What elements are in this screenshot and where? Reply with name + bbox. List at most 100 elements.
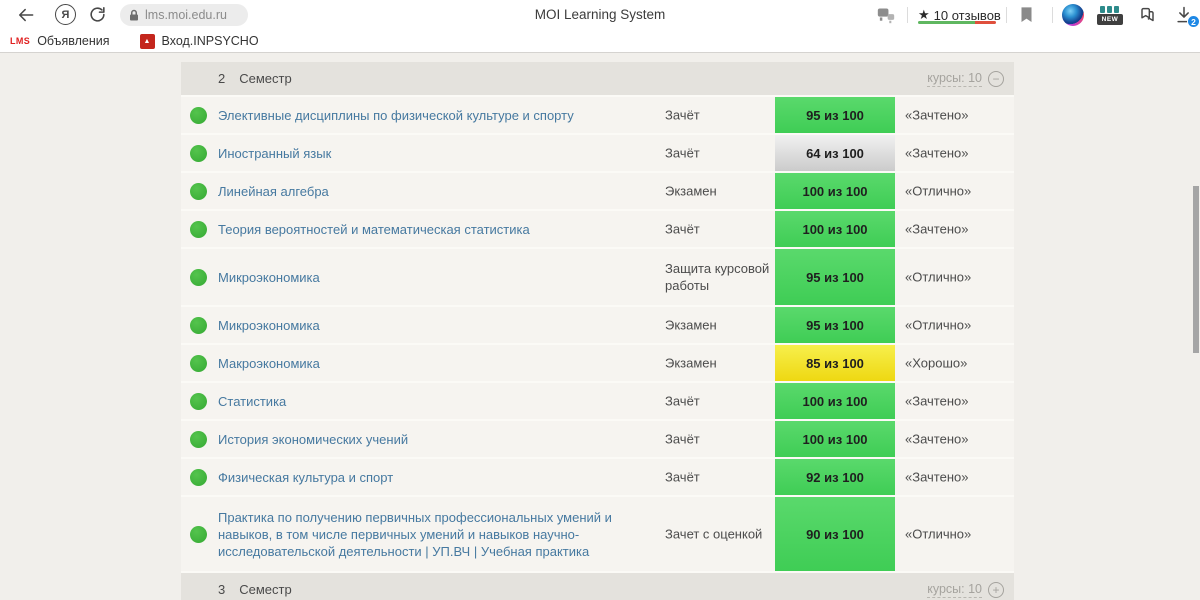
- semester-number: 2: [218, 71, 226, 86]
- exam-type: Зачёт: [665, 469, 700, 485]
- status-dot-icon: [190, 144, 207, 162]
- expand-icon[interactable]: +: [988, 581, 1004, 598]
- score-box: 100 из 100: [775, 383, 895, 419]
- course-link[interactable]: Линейная алгебра: [218, 183, 329, 199]
- semester-2-header[interactable]: 2 Семестр курсы: 10 −: [181, 62, 1014, 97]
- table-row: Микроэкономика Экзамен 95 из 100 «Отличн…: [181, 307, 1014, 345]
- table-row: Физическая культура и спорт Зачёт 92 из …: [181, 459, 1014, 497]
- grade-text: «Отлично»: [905, 526, 972, 542]
- crest-favicon: ▲: [139, 33, 155, 49]
- courses-count-link[interactable]: курсы: 10: [927, 581, 982, 598]
- status-dot-icon: [190, 182, 207, 200]
- grade-text: «Зачтено»: [905, 393, 969, 409]
- course-link[interactable]: Микроэкономика: [218, 317, 320, 333]
- rating-bar: [918, 21, 996, 24]
- course-link[interactable]: Макроэкономика: [218, 355, 320, 371]
- course-link[interactable]: Физическая культура и спорт: [218, 469, 394, 485]
- table-row: Статистика Зачёт 100 из 100 «Зачтено»: [181, 383, 1014, 421]
- course-link[interactable]: Практика по получению первичных професси…: [218, 509, 612, 559]
- grade-text: «Отлично»: [905, 269, 972, 285]
- bookmarks-bar: LMS Объявления ▲ Вход.INPSYCHO: [0, 30, 1200, 53]
- semester-list: 2 Семестр курсы: 10 − Элективные дисципл…: [181, 53, 1014, 600]
- status-dot-icon: [190, 468, 207, 486]
- table-row: Практика по получению первичных професси…: [181, 497, 1014, 573]
- status-dot-icon: [190, 354, 207, 372]
- score-box: 90 из 100: [775, 497, 895, 571]
- lms-favicon: LMS: [10, 36, 31, 46]
- score-box: 85 из 100: [775, 345, 895, 381]
- exam-type: Зачёт: [665, 431, 700, 447]
- table-row: Элективные дисциплины по физической куль…: [181, 97, 1014, 135]
- course-link[interactable]: Статистика: [218, 393, 287, 409]
- status-dot-icon: [190, 430, 207, 448]
- site-reviews-button[interactable]: ★ 10 отзывов: [918, 0, 1001, 30]
- course-link[interactable]: Теория вероятностей и математическая ста…: [218, 221, 530, 237]
- star-icon: ★: [918, 7, 930, 22]
- course-link[interactable]: Иностранный язык: [218, 145, 332, 161]
- semester-title: Семестр: [239, 582, 292, 597]
- semester-number: 3: [218, 582, 226, 597]
- bookmark-label: Вход.INPSYCHO: [161, 34, 259, 48]
- grade-text: «Зачтено»: [905, 431, 969, 447]
- score-box: 100 из 100: [775, 211, 895, 247]
- scrollbar-thumb[interactable]: [1193, 186, 1199, 353]
- lock-icon: [128, 9, 140, 22]
- refresh-button[interactable]: [88, 5, 107, 24]
- collapse-icon[interactable]: −: [988, 70, 1004, 87]
- bookmark-label: Объявления: [37, 34, 110, 48]
- exam-type: Зачёт: [665, 393, 700, 409]
- bookmark-inpsycho-login[interactable]: ▲ Вход.INPSYCHO: [139, 33, 259, 49]
- table-row: Иностранный язык Зачёт 64 из 100 «Зачтен…: [181, 135, 1014, 173]
- grade-text: «Зачтено»: [905, 107, 969, 123]
- score-box: 100 из 100: [775, 173, 895, 209]
- table-row: Линейная алгебра Экзамен 100 из 100 «Отл…: [181, 173, 1014, 211]
- back-button[interactable]: [16, 5, 36, 25]
- url-text: lms.moi.edu.ru: [145, 8, 227, 22]
- grade-text: «Хорошо»: [905, 355, 968, 371]
- toolbar-separator: [1006, 7, 1007, 23]
- table-row: Теория вероятностей и математическая ста…: [181, 211, 1014, 249]
- status-dot-icon: [190, 268, 207, 286]
- score-box: 64 из 100: [775, 135, 895, 171]
- bookmark-announcements[interactable]: LMS Объявления: [10, 34, 110, 48]
- course-link[interactable]: Микроэкономика: [218, 269, 320, 285]
- collections-icon[interactable]: [1136, 4, 1159, 26]
- lms-page: 2 Семестр курсы: 10 − Элективные дисципл…: [0, 53, 1200, 600]
- table-row: Макроэкономика Экзамен 85 из 100 «Хорошо…: [181, 345, 1014, 383]
- new-label: NEW: [1097, 14, 1123, 25]
- status-dot-icon: [190, 106, 207, 124]
- courses-count-link[interactable]: курсы: 10: [927, 70, 982, 87]
- yandex-letter: Я: [61, 8, 70, 21]
- grade-text: «Зачтено»: [905, 469, 969, 485]
- grade-text: «Отлично»: [905, 183, 972, 199]
- exam-type: Экзамен: [665, 183, 717, 199]
- table-row: Микроэкономика Защита курсовой работы 95…: [181, 249, 1014, 307]
- exam-type: Экзамен: [665, 355, 717, 371]
- toolbar-separator: [1052, 7, 1053, 23]
- course-link[interactable]: Элективные дисциплины по физической куль…: [218, 107, 574, 123]
- toolbar-separator: [907, 7, 908, 23]
- browser-toolbar: Я lms.moi.edu.ru MOI Learning System ★ 1…: [0, 0, 1200, 30]
- new-episodes-icon[interactable]: NEW: [1097, 5, 1123, 25]
- exam-type: Зачёт: [665, 221, 700, 237]
- semester-3-header[interactable]: 3 Семестр курсы: 10 +: [181, 573, 1014, 600]
- bookmark-flag-icon[interactable]: [1019, 6, 1034, 23]
- table-row: История экономических учений Зачёт 100 и…: [181, 421, 1014, 459]
- download-button[interactable]: 2: [1174, 5, 1200, 28]
- status-dot-icon: [190, 392, 207, 410]
- yandex-browser-icon[interactable]: Я: [55, 4, 76, 25]
- grade-text: «Отлично»: [905, 317, 972, 333]
- exam-type: Зачет с оценкой: [665, 526, 763, 542]
- course-table: Элективные дисциплины по физической куль…: [181, 97, 1014, 573]
- course-link[interactable]: История экономических учений: [218, 431, 409, 447]
- score-box: 100 из 100: [775, 421, 895, 457]
- extension-color-circle-icon[interactable]: [1062, 4, 1084, 26]
- exam-type: Экзамен: [665, 317, 717, 333]
- site-widget-icon[interactable]: [876, 6, 896, 24]
- address-bar[interactable]: lms.moi.edu.ru: [120, 4, 248, 26]
- score-box: 95 из 100: [775, 97, 895, 133]
- exam-type: Зачёт: [665, 107, 700, 123]
- scrollbar: [1192, 53, 1200, 600]
- status-dot-icon: [190, 220, 207, 238]
- score-box: 95 из 100: [775, 307, 895, 343]
